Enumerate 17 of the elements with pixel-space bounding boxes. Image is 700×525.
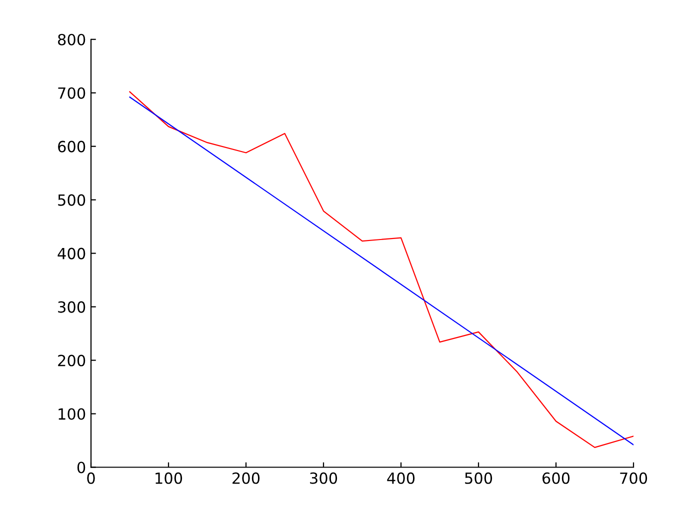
y-tick-label: 700 xyxy=(58,87,86,99)
x-tick-label: 0 xyxy=(87,472,95,484)
x-tick-label: 600 xyxy=(542,472,570,484)
y-tick-label: 200 xyxy=(58,354,86,366)
x-tick-label: 500 xyxy=(465,472,492,484)
x-tick-label: 700 xyxy=(620,472,648,484)
y-tick-label: 400 xyxy=(58,248,86,260)
x-tick-label: 300 xyxy=(310,472,338,484)
x-tick-label: 400 xyxy=(387,472,415,484)
y-tick-label: 500 xyxy=(58,194,86,206)
y-tick-label: 600 xyxy=(58,140,86,152)
y-tick-label: 300 xyxy=(58,301,86,313)
y-tick-label: 0 xyxy=(77,462,86,474)
y-tick-label: 100 xyxy=(58,408,86,420)
x-tick-label: 100 xyxy=(156,472,182,484)
x-tick-label: 200 xyxy=(232,472,260,484)
y-tick-label: 800 xyxy=(58,34,86,46)
